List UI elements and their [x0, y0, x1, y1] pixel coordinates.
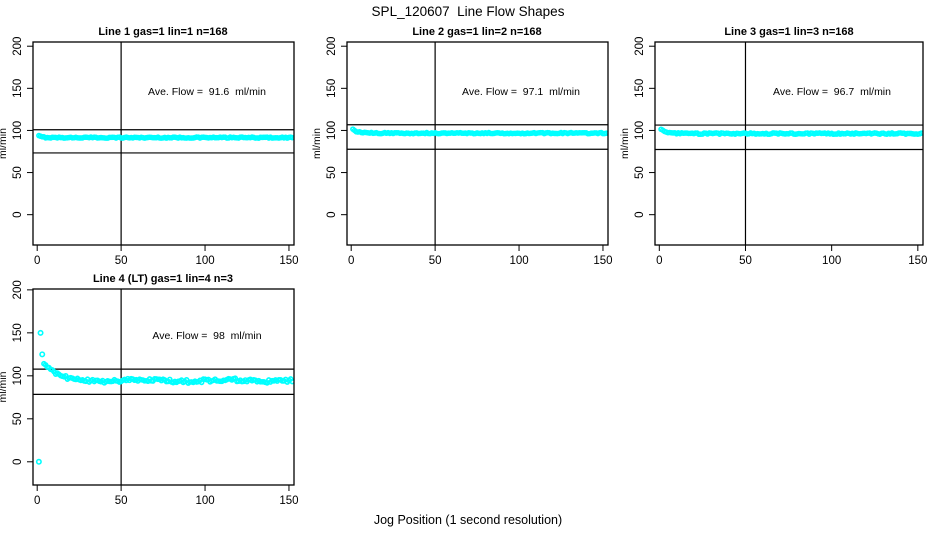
x-tick-label: 150 [279, 495, 298, 507]
panel-1-plot: 0 50 100 150 0 50 100 150 200 ml/min [0, 37, 299, 267]
y-axis-title: ml/min [0, 371, 9, 402]
x-tick-label: 150 [279, 255, 298, 267]
flow-scatter-points [350, 126, 608, 137]
y-tick-label: 50 [12, 412, 24, 425]
x-tick-label: 100 [822, 255, 841, 267]
x-tick-label: 100 [195, 495, 214, 507]
x-axis: 0 50 100 150 [348, 245, 613, 267]
x-tick-label: 150 [593, 255, 612, 267]
panel-4-ave-flow-annotation: Ave. Flow = 98 ml/min [152, 330, 262, 342]
y-tick-label: 100 [326, 121, 338, 140]
panel-4-title: Line 4 (LT) gas=1 lin=4 n=3 [92, 273, 234, 285]
x-axis: 0 50 100 150 [34, 485, 299, 507]
panel-3-title: Line 3 gas=1 lin=3 n=168 [724, 26, 854, 38]
y-tick-label: 50 [634, 166, 646, 179]
flow-scatter-points [36, 132, 294, 141]
x-tick-label: 50 [115, 255, 128, 267]
y-axis: 0 50 100 150 200 [12, 37, 33, 218]
y-tick-label: 200 [12, 37, 24, 56]
y-tick-label: 100 [12, 121, 24, 140]
y-axis: 0 50 100 150 200 [634, 37, 655, 218]
y-tick-label: 150 [12, 323, 24, 342]
y-axis: 0 50 100 150 200 [326, 37, 347, 218]
flow-scatter-points [658, 126, 923, 138]
panel-3-plot: 0 50 100 150 0 50 100 150 200 ml/min [619, 37, 927, 267]
x-tick-label: 0 [656, 255, 662, 267]
y-tick-label: 100 [12, 366, 24, 385]
y-tick-label: 0 [634, 211, 646, 217]
x-tick-label: 50 [739, 255, 752, 267]
plot-box [32, 288, 295, 486]
y-tick-label: 0 [12, 459, 24, 465]
y-tick-label: 50 [326, 166, 338, 179]
y-tick-label: 100 [634, 121, 646, 140]
y-axis-title: ml/min [619, 128, 631, 159]
y-tick-label: 150 [634, 79, 646, 98]
panel-1-ave-flow-annotation: Ave. Flow = 91.6 ml/min [148, 86, 266, 98]
y-tick-label: 0 [326, 211, 338, 217]
plot-box [654, 41, 924, 246]
y-axis-title: ml/min [311, 128, 323, 159]
x-tick-label: 100 [195, 255, 214, 267]
x-axis: 0 50 100 150 [34, 245, 299, 267]
x-tick-label: 0 [348, 255, 354, 267]
y-tick-label: 200 [326, 37, 338, 56]
y-tick-label: 150 [326, 79, 338, 98]
y-axis-title: ml/min [0, 128, 9, 159]
x-axis-label: Jog Position (1 second resolution) [373, 513, 563, 527]
panel-2-ave-flow-annotation: Ave. Flow = 97.1 ml/min [462, 86, 580, 98]
x-tick-label: 50 [429, 255, 442, 267]
y-tick-label: 0 [12, 211, 24, 217]
x-axis: 0 50 100 150 [656, 245, 927, 267]
x-tick-label: 0 [34, 255, 40, 267]
flow-scatter-points [35, 329, 294, 465]
x-tick-label: 100 [509, 255, 528, 267]
x-tick-label: 50 [115, 495, 128, 507]
x-tick-label: 150 [908, 255, 927, 267]
x-tick-label: 0 [34, 495, 40, 507]
panel-3-ave-flow-annotation: Ave. Flow = 96.7 ml/min [773, 86, 891, 98]
y-tick-label: 150 [12, 79, 24, 98]
y-tick-label: 200 [12, 280, 24, 299]
panel-2-plot: 0 50 100 150 0 50 100 150 200 ml/min [311, 37, 613, 267]
y-axis: 0 50 100 150 200 [12, 280, 33, 465]
plot-box [346, 41, 609, 246]
panel-4-plot: 0 50 100 150 0 50 100 150 200 ml/min [0, 280, 299, 507]
panel-1-title: Line 1 gas=1 lin=1 n=168 [98, 26, 228, 38]
plot-box [32, 41, 295, 246]
panel-2-title: Line 2 gas=1 lin=2 n=168 [412, 26, 542, 38]
y-tick-label: 50 [12, 166, 24, 179]
main-title: SPL_120607 Line Flow Shapes [371, 4, 565, 19]
y-tick-label: 200 [634, 37, 646, 56]
